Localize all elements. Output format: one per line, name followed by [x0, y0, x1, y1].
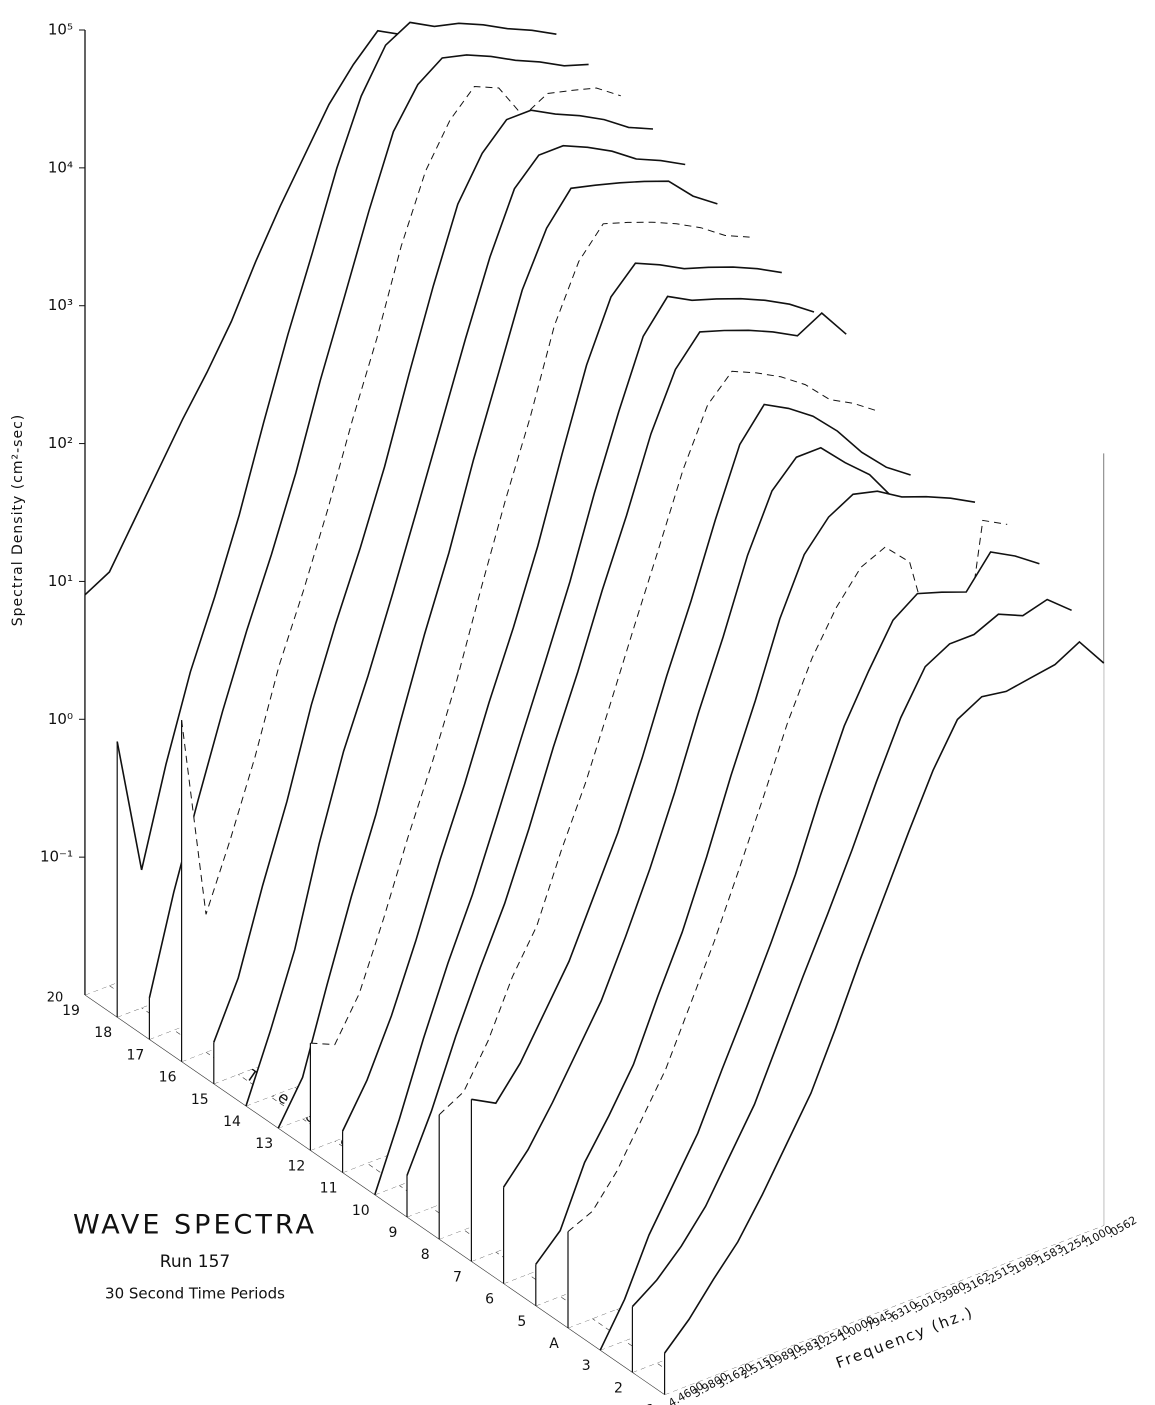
time-period-label: 10	[352, 1203, 370, 1219]
time-period-label: 7	[453, 1269, 462, 1285]
y-tick-label: 10⁴	[48, 158, 73, 176]
time-period-label: 9	[389, 1225, 398, 1241]
y-axis-label: Spectral Density (cm²-sec)	[10, 414, 26, 626]
frequency-label: .0562	[1105, 1214, 1139, 1241]
spectrum-line	[310, 221, 750, 1046]
chart-title: WAVE SPECTRA	[73, 1210, 317, 1241]
chart-subtitle: Run 157	[160, 1252, 230, 1272]
spectrum-line	[181, 85, 621, 915]
y-tick-label: 10⁵	[48, 21, 73, 39]
spectrum-line	[502, 446, 944, 1188]
y-tick-label: 10¹	[48, 572, 73, 590]
time-period-label: 6	[485, 1292, 494, 1308]
chart-note: 30 Second Time Periods	[105, 1285, 285, 1303]
y-tick-label: 10⁰	[48, 710, 73, 728]
time-period-label: 12	[287, 1158, 305, 1174]
y-tick-label: 10²	[48, 434, 73, 452]
spectrum-line	[374, 295, 815, 1196]
corner-label: 20	[47, 991, 64, 1006]
time-period-label: 13	[255, 1136, 273, 1152]
y-tick-label: 10⁻¹	[40, 848, 73, 866]
spectrum-line	[438, 370, 879, 1116]
time-period-label: A	[549, 1336, 559, 1352]
time-period-label: 3	[582, 1358, 591, 1374]
occluder	[664, 641, 1104, 1395]
time-period-label: 1	[646, 1403, 655, 1405]
spectrum-line	[406, 312, 847, 1176]
spectrum-line	[116, 21, 557, 871]
time-period-label: 17	[126, 1047, 144, 1063]
spectrum-line	[599, 551, 1040, 1351]
spectrum-line	[341, 262, 782, 1132]
spectrum-line	[245, 144, 686, 1107]
time-period-label: 18	[94, 1025, 112, 1041]
time-period-label: 15	[191, 1092, 209, 1108]
spectrum-line	[148, 54, 589, 999]
spectrum-line	[535, 490, 976, 1265]
time-period-label: 8	[421, 1247, 430, 1263]
spectrum-line	[631, 598, 1072, 1308]
time-period-label: 14	[223, 1114, 241, 1130]
time-period-label: 19	[62, 1003, 80, 1019]
spectrum-line	[471, 403, 911, 1105]
time-period-label: 2	[614, 1380, 623, 1396]
spectrum-line	[277, 180, 718, 1129]
time-period-label: 16	[159, 1070, 177, 1086]
y-tick-label: 10³	[48, 296, 73, 314]
spectrum-line	[213, 109, 654, 1043]
time-period-label: 11	[320, 1181, 338, 1197]
time-period-label: 5	[517, 1314, 526, 1330]
spectrum-line	[663, 640, 1105, 1354]
